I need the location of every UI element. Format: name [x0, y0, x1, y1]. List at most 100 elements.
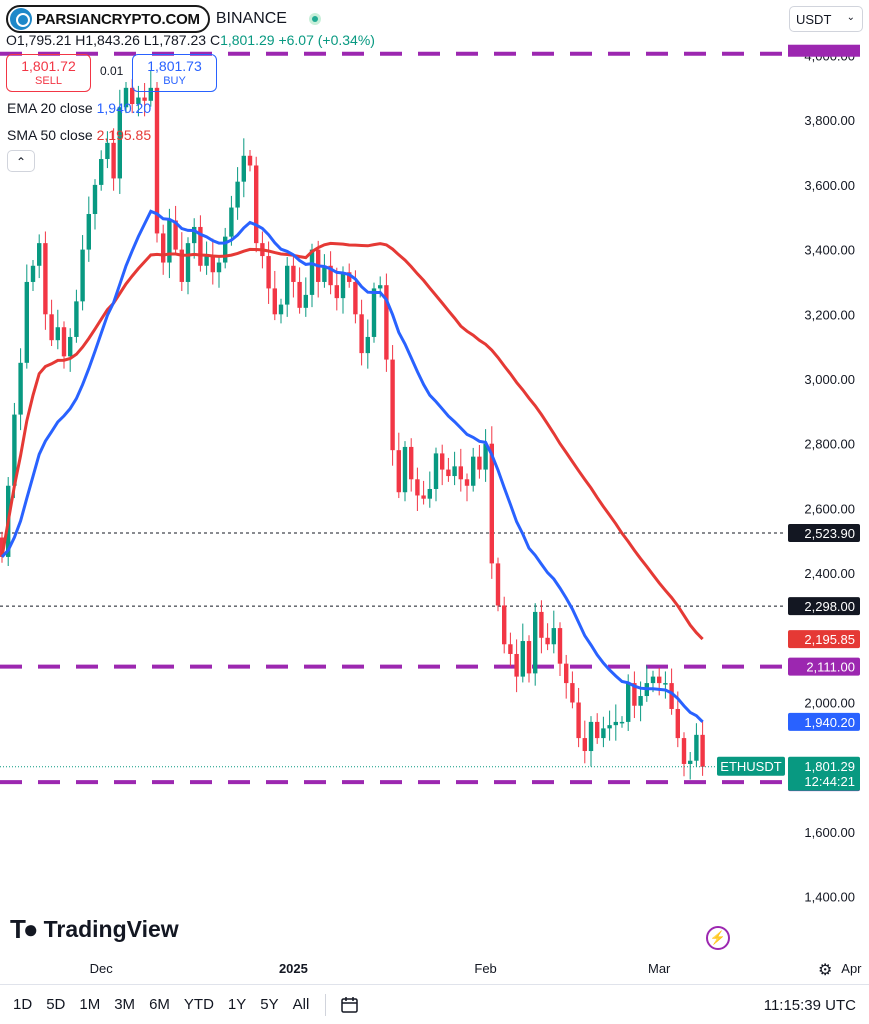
- candle-body[interactable]: [663, 683, 668, 685]
- candle-body[interactable]: [700, 734, 705, 767]
- sma-legend[interactable]: SMA 50 close 2,195.85: [7, 127, 151, 143]
- candle-body[interactable]: [322, 265, 327, 282]
- candle-body[interactable]: [514, 653, 519, 677]
- candle-body[interactable]: [92, 184, 98, 215]
- candle-body[interactable]: [12, 414, 17, 486]
- candle-body[interactable]: [353, 281, 358, 315]
- candle-body[interactable]: [551, 628, 556, 645]
- range-button-3m[interactable]: 3M: [114, 996, 136, 1013]
- candle-body[interactable]: [520, 641, 525, 677]
- candle-body[interactable]: [458, 466, 463, 480]
- candle-body[interactable]: [161, 233, 166, 263]
- candle-body[interactable]: [49, 314, 54, 341]
- candle-body[interactable]: [607, 725, 612, 729]
- candle-body[interactable]: [241, 155, 246, 182]
- candle-body[interactable]: [675, 708, 680, 739]
- candle-body[interactable]: [198, 226, 203, 266]
- candle-body[interactable]: [545, 637, 550, 645]
- candle-body[interactable]: [582, 738, 587, 752]
- candle-body[interactable]: [278, 304, 284, 315]
- candle-body[interactable]: [626, 683, 631, 722]
- candle-body[interactable]: [192, 226, 197, 244]
- candle-body[interactable]: [167, 220, 172, 263]
- candle-body[interactable]: [495, 563, 501, 606]
- candle-body[interactable]: [291, 265, 296, 282]
- candle-body[interactable]: [340, 272, 346, 299]
- candle-body[interactable]: [489, 443, 494, 564]
- candle-body[interactable]: [80, 249, 85, 302]
- candle-body[interactable]: [576, 702, 581, 739]
- candle-body[interactable]: [55, 327, 60, 341]
- range-button-1y[interactable]: 1Y: [227, 996, 247, 1013]
- candle-body[interactable]: [74, 301, 79, 337]
- candle-body[interactable]: [471, 456, 476, 486]
- candle-body[interactable]: [533, 611, 538, 674]
- candle-body[interactable]: [229, 207, 234, 237]
- candle-body[interactable]: [433, 453, 439, 489]
- candle-body[interactable]: [309, 249, 315, 295]
- candle-body[interactable]: [173, 220, 178, 250]
- candle-body[interactable]: [446, 469, 451, 477]
- range-button-6m[interactable]: 6M: [149, 996, 170, 1013]
- candle-body[interactable]: [557, 628, 563, 664]
- candle-body[interactable]: [384, 285, 389, 360]
- candle-body[interactable]: [154, 87, 160, 234]
- range-button-1m[interactable]: 1M: [79, 996, 101, 1013]
- candle-body[interactable]: [502, 605, 507, 645]
- candle-body[interactable]: [409, 446, 414, 480]
- currency-select[interactable]: USDT ⌄: [789, 6, 863, 32]
- candle-body[interactable]: [285, 265, 290, 305]
- candle-body[interactable]: [378, 285, 383, 289]
- candle-body[interactable]: [371, 288, 377, 337]
- candle-body[interactable]: [297, 281, 302, 308]
- candle-body[interactable]: [613, 721, 618, 726]
- ema-20-line[interactable]: [0, 209, 704, 723]
- calendar-icon[interactable]: [340, 995, 360, 1015]
- candle-body[interactable]: [303, 294, 308, 308]
- range-button-ytd[interactable]: YTD: [183, 996, 214, 1013]
- candle-body[interactable]: [68, 336, 73, 357]
- candle-body[interactable]: [632, 683, 637, 706]
- candle-body[interactable]: [483, 443, 488, 470]
- candle-body[interactable]: [123, 87, 129, 108]
- range-button-5y[interactable]: 5Y: [260, 996, 279, 1013]
- candle-body[interactable]: [601, 728, 606, 739]
- candle-body[interactable]: [669, 683, 674, 709]
- candle-body[interactable]: [365, 336, 370, 354]
- candle-body[interactable]: [111, 142, 116, 179]
- candle-body[interactable]: [130, 87, 135, 105]
- candle-body[interactable]: [564, 663, 569, 684]
- candle-body[interactable]: [657, 676, 662, 684]
- candle-body[interactable]: [142, 97, 147, 101]
- price-chart-svg[interactable]: 1,400.001,600.002,000.002,200.002,400.00…: [0, 0, 869, 984]
- candle-body[interactable]: [136, 97, 141, 105]
- candle-body[interactable]: [61, 327, 67, 357]
- candle-body[interactable]: [595, 721, 600, 739]
- candle-body[interactable]: [179, 249, 184, 282]
- candle-body[interactable]: [390, 359, 395, 451]
- sell-button[interactable]: 1,801.72 SELL: [6, 54, 91, 92]
- range-button-all[interactable]: All: [292, 996, 310, 1013]
- candle-body[interactable]: [272, 288, 277, 315]
- candle-body[interactable]: [440, 453, 445, 470]
- candle-body[interactable]: [43, 243, 48, 315]
- candle-body[interactable]: [0, 537, 5, 557]
- market-open-icon[interactable]: [308, 13, 321, 25]
- candle-body[interactable]: [99, 159, 104, 185]
- candle-body[interactable]: [570, 683, 575, 703]
- candle-body[interactable]: [235, 181, 240, 208]
- candle-body[interactable]: [254, 165, 259, 244]
- candle-body[interactable]: [464, 479, 470, 486]
- candle-body[interactable]: [396, 450, 401, 493]
- range-button-1d[interactable]: 1D: [13, 996, 33, 1013]
- candle-body[interactable]: [18, 362, 23, 415]
- candle-body[interactable]: [37, 243, 42, 266]
- candle-body[interactable]: [477, 456, 482, 470]
- candle-body[interactable]: [210, 256, 215, 273]
- candle-body[interactable]: [650, 676, 656, 684]
- candle-body[interactable]: [347, 272, 352, 282]
- candle-body[interactable]: [148, 87, 153, 101]
- candle-body[interactable]: [216, 262, 222, 273]
- candle-body[interactable]: [266, 256, 271, 289]
